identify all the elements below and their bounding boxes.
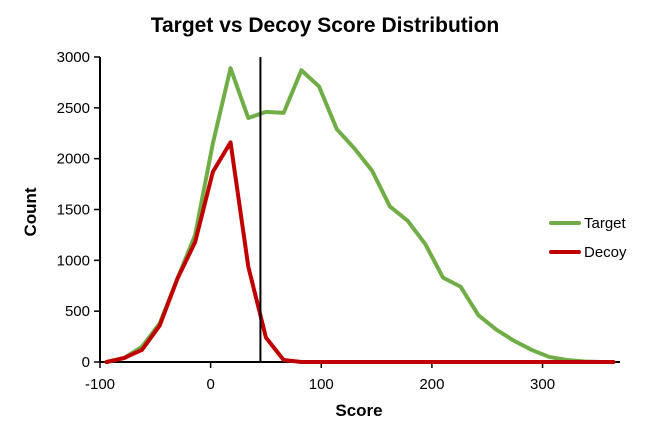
legend: Target Decoy <box>549 215 627 261</box>
x-tick-label: 0 <box>206 376 214 393</box>
y-tick-label: 500 <box>65 303 90 320</box>
chart-title: Target vs Decoy Score Distribution <box>151 14 500 37</box>
y-tick-label: 1000 <box>57 252 90 269</box>
x-axis-ticks: -100 0 100 200 300 <box>85 362 555 393</box>
y-tick-label: 0 <box>82 354 90 371</box>
x-axis-title: Score <box>335 401 382 420</box>
x-tick-label: 300 <box>530 376 555 393</box>
y-axis-ticks: 0 500 1000 1500 2000 2500 3000 <box>57 49 100 371</box>
x-tick-label: 100 <box>309 376 334 393</box>
axes <box>99 57 620 363</box>
legend-label-target: Target <box>584 215 627 232</box>
y-axis-title: Count <box>21 187 40 236</box>
legend-label-decoy: Decoy <box>584 244 627 261</box>
series-line-decoy <box>104 140 616 364</box>
series-layer <box>104 66 616 364</box>
y-tick-label: 1500 <box>57 202 90 219</box>
y-tick-label: 3000 <box>57 49 90 66</box>
x-tick-label: -100 <box>85 376 115 393</box>
y-tick-label: 2000 <box>57 151 90 168</box>
x-tick-label: 200 <box>419 376 444 393</box>
series-line-target <box>104 66 616 364</box>
y-tick-label: 2500 <box>57 100 90 117</box>
